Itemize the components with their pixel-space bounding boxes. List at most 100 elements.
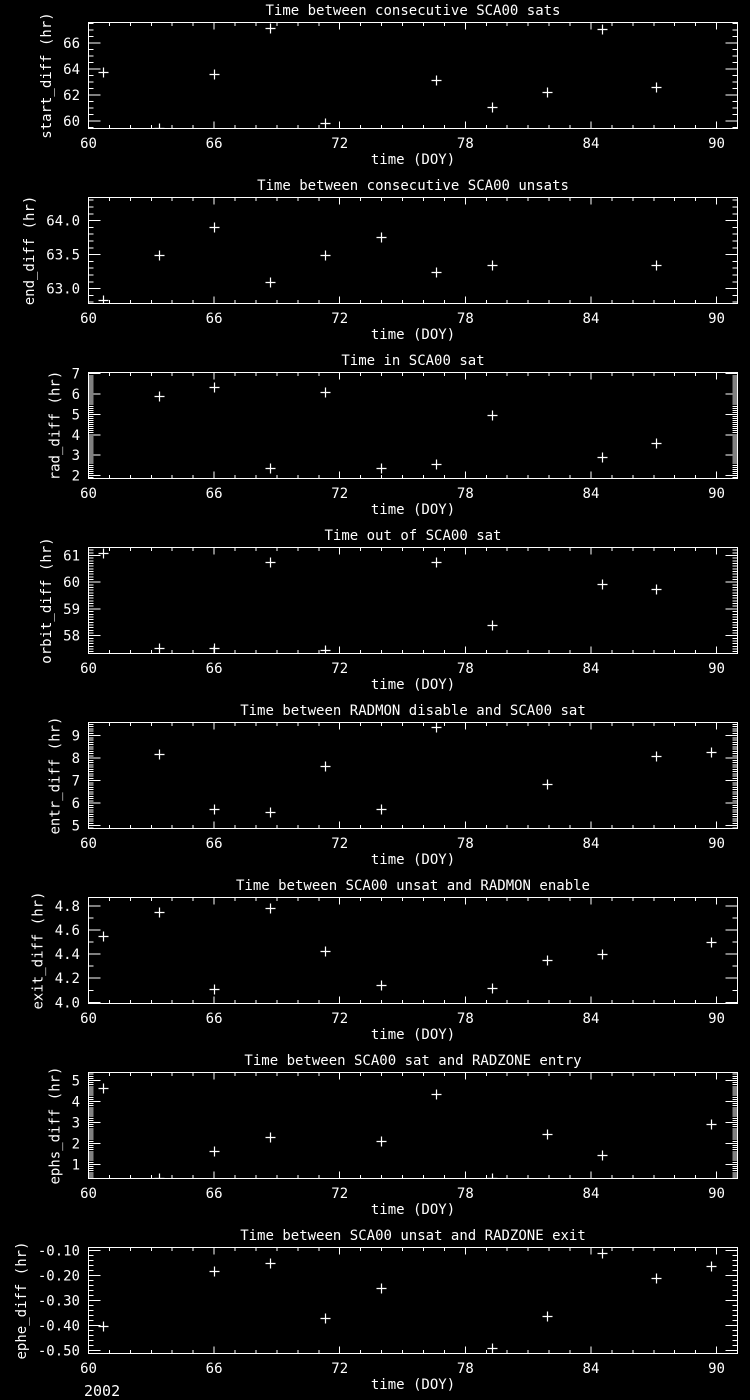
x-tick-label: 72 [331, 1011, 348, 1027]
x-axis-label: time (DOY) [371, 1202, 455, 1218]
subplot-8: 60 66 72 78 84 90 -0.10 -0.20 -0.30 -0.40 -0.50 Tim… [14, 1228, 738, 1393]
x-tick-label: 78 [457, 836, 474, 852]
y-tick-label: 5 [72, 819, 80, 835]
plus-marker [209, 222, 220, 233]
plus-marker [154, 391, 165, 402]
axis-frame [88, 22, 738, 129]
plot-title: Time out of SCA00 sat [324, 528, 501, 544]
plot-title: Time between RADMON disable and SCA00 sa… [240, 703, 586, 719]
y-tick-label: 58 [63, 629, 80, 645]
x-tick-label: 66 [206, 136, 223, 152]
y-tick-label: 4.8 [55, 899, 80, 915]
x-tick-label: 72 [331, 311, 348, 327]
plus-marker [376, 804, 387, 815]
x-tick-label: 90 [708, 836, 725, 852]
plus-marker [597, 452, 608, 463]
plot-title: Time between consecutive SCA00 unsats [257, 178, 569, 194]
y-axis-label: ephs_diff (hr) [48, 1066, 64, 1184]
y-axis-label: entr_diff (hr) [48, 716, 64, 834]
y-tick-label: 60 [63, 575, 80, 591]
axes-ticks: 60 66 72 78 84 90 60 62 64 66 [63, 22, 738, 152]
plus-marker [154, 643, 165, 654]
plus-marker [651, 751, 662, 762]
y-tick-label: -0.20 [38, 1269, 80, 1285]
x-tick-label: 84 [583, 1361, 600, 1377]
y-tick-label: 4 [72, 428, 80, 444]
plus-marker [651, 584, 662, 595]
x-tick-label: 60 [80, 661, 97, 677]
data-points [98, 222, 662, 304]
y-tick-label: 4.6 [55, 923, 80, 939]
plus-marker [320, 250, 331, 261]
plus-marker [98, 295, 109, 304]
plus-marker [597, 24, 608, 35]
y-axis-label: exit_diff (hr) [31, 891, 47, 1009]
plus-marker [542, 955, 553, 966]
x-tick-label: 72 [331, 661, 348, 677]
axis-frame [88, 372, 738, 479]
plus-marker [154, 907, 165, 918]
x-axis-label: time (DOY) [371, 852, 455, 868]
plus-marker [265, 903, 276, 914]
plot-title: Time between SCA00 unsat and RADZONE exi… [240, 1228, 586, 1244]
y-axis-label: end_diff (hr) [22, 196, 38, 306]
year-label: 2002 [84, 1382, 121, 1400]
plus-marker [320, 761, 331, 772]
plus-marker [651, 260, 662, 271]
subplot-4: 60 66 72 78 84 90 58 59 60 61 Time out of SCA00 sa… [39, 528, 738, 693]
x-tick-label: 78 [457, 661, 474, 677]
x-tick-label: 78 [457, 136, 474, 152]
plus-marker [542, 779, 553, 790]
plus-marker [154, 123, 165, 129]
plus-marker [487, 1173, 498, 1179]
x-tick-label: 78 [457, 1011, 474, 1027]
x-axis-label: time (DOY) [371, 677, 455, 693]
axes-ticks: 60 66 72 78 84 90 -0.10 -0.20 -0.30 -0.40 -0.50 [38, 1244, 738, 1377]
x-tick-label: 72 [331, 1361, 348, 1377]
x-tick-label: 90 [708, 1011, 725, 1027]
plus-marker [265, 463, 276, 474]
y-tick-label: 2 [72, 468, 80, 484]
plus-marker [209, 1266, 220, 1277]
y-tick-label: -0.40 [38, 1319, 80, 1335]
plus-marker [265, 557, 276, 568]
plus-marker [542, 1311, 553, 1322]
plus-marker [209, 804, 220, 815]
x-tick-label: 84 [583, 486, 600, 502]
data-points [98, 1083, 717, 1179]
axis-frame [88, 1072, 738, 1179]
plus-marker [376, 463, 387, 474]
plus-marker [98, 1083, 109, 1094]
y-tick-label: 61 [63, 549, 80, 565]
y-tick-label: 3 [72, 448, 80, 464]
y-tick-label: 8 [72, 751, 80, 767]
y-tick-label: 4.0 [55, 995, 80, 1011]
plus-marker [98, 67, 109, 78]
axes-ticks: 60 66 72 78 84 90 1 2 3 4 5 [72, 1072, 738, 1202]
y-tick-label: -0.30 [38, 1294, 80, 1310]
data-points [98, 1248, 717, 1354]
axes-ticks: 60 66 72 78 84 90 58 59 60 61 [63, 547, 738, 677]
y-tick-label: 64.0 [46, 214, 80, 230]
y-tick-label: 59 [63, 602, 80, 618]
y-tick-label: 5 [72, 1073, 80, 1089]
plus-marker [431, 557, 442, 568]
plus-marker [542, 87, 553, 98]
plus-marker [154, 1173, 165, 1179]
plus-marker [431, 459, 442, 470]
y-tick-label: -0.50 [38, 1344, 80, 1360]
plus-marker [487, 1343, 498, 1354]
y-tick-label: 60 [63, 114, 80, 130]
plot-title: Time in SCA00 sat [341, 353, 484, 369]
plus-marker [320, 118, 331, 129]
plus-marker [209, 69, 220, 80]
y-axis-label: rad_diff (hr) [48, 371, 64, 481]
plus-marker [487, 260, 498, 271]
axis-frame [88, 547, 738, 654]
axis-frame [88, 1247, 738, 1354]
axis-frame [88, 197, 738, 304]
subplot-6: 60 66 72 78 84 90 4.0 4.2 4.4 4.6 4.8 Time between … [31, 878, 738, 1043]
plus-marker [376, 1283, 387, 1294]
x-tick-label: 90 [708, 1186, 725, 1202]
plus-marker [542, 1129, 553, 1140]
